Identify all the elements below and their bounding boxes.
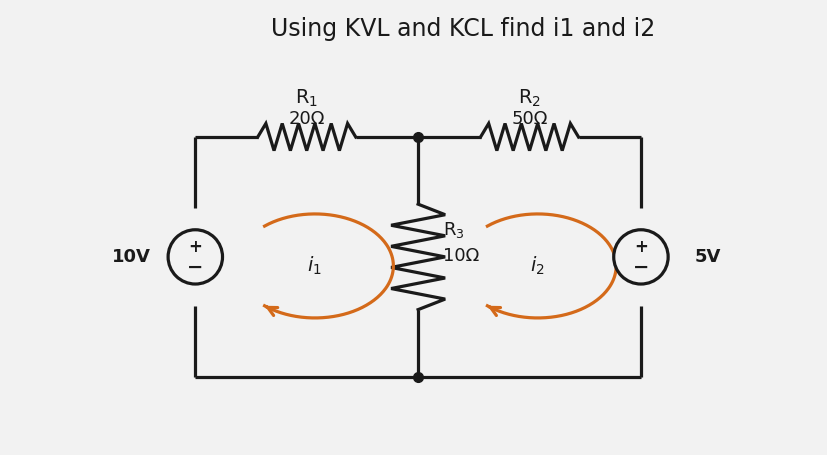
Text: i$_2$: i$_2$ <box>530 255 544 277</box>
Text: Using KVL and KCL find i1 and i2: Using KVL and KCL find i1 and i2 <box>271 16 655 40</box>
Text: +: + <box>633 238 647 257</box>
Text: +: + <box>189 238 202 257</box>
Text: 10Ω: 10Ω <box>442 247 479 264</box>
Text: 5V: 5V <box>694 248 720 266</box>
Ellipse shape <box>168 230 222 284</box>
Text: R$_1$: R$_1$ <box>294 88 318 109</box>
Text: −: − <box>187 258 203 277</box>
Ellipse shape <box>613 230 667 284</box>
Text: R$_3$: R$_3$ <box>442 220 464 240</box>
Text: R$_2$: R$_2$ <box>518 88 540 109</box>
Text: 20Ω: 20Ω <box>288 110 324 128</box>
Text: 50Ω: 50Ω <box>511 110 547 128</box>
Text: i$_1$: i$_1$ <box>307 255 322 277</box>
Text: 10V: 10V <box>112 248 151 266</box>
Text: −: − <box>632 258 648 277</box>
